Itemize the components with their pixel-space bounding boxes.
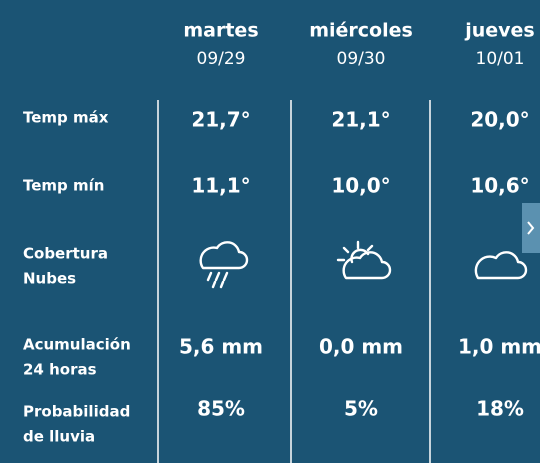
cell-value: 5,6 mm — [179, 335, 263, 359]
day-name: miércoles — [309, 20, 413, 42]
cell-value: 20,0° — [470, 108, 529, 132]
row-label: 24 horas — [23, 361, 97, 379]
cell-value: 5% — [344, 397, 378, 421]
cell-value: 11,1° — [191, 174, 250, 198]
cloud-icon — [474, 251, 528, 280]
cell-value: 1,0 mm — [458, 335, 540, 359]
partly-cloudy-icon — [336, 240, 392, 280]
row-label: Temp mín — [23, 177, 104, 195]
cell-value: 21,1° — [331, 108, 390, 132]
row-label: Nubes — [23, 270, 76, 288]
day-date: 09/30 — [337, 49, 386, 69]
row-label: Cobertura — [23, 245, 108, 263]
cell-value: 10,0° — [331, 174, 390, 198]
day-name: jueves — [464, 20, 535, 42]
cell-value: 21,7° — [191, 108, 250, 132]
day-name: martes — [183, 20, 258, 42]
next-button[interactable] — [522, 203, 540, 253]
row-label: de lluvia — [23, 428, 95, 446]
row-label: Probabilidad — [23, 403, 130, 421]
row-label: Temp máx — [23, 109, 109, 127]
day-date: 10/01 — [476, 49, 525, 69]
day-date: 09/29 — [197, 49, 246, 69]
row-label: Acumulación — [23, 336, 131, 354]
cell-value: 18% — [476, 397, 524, 421]
next-arrow — [527, 221, 535, 235]
cell-value: 0,0 mm — [319, 335, 403, 359]
rain-cloud-icon — [199, 241, 249, 289]
cell-value: 10,6° — [470, 174, 529, 198]
cell-value: 85% — [197, 397, 245, 421]
